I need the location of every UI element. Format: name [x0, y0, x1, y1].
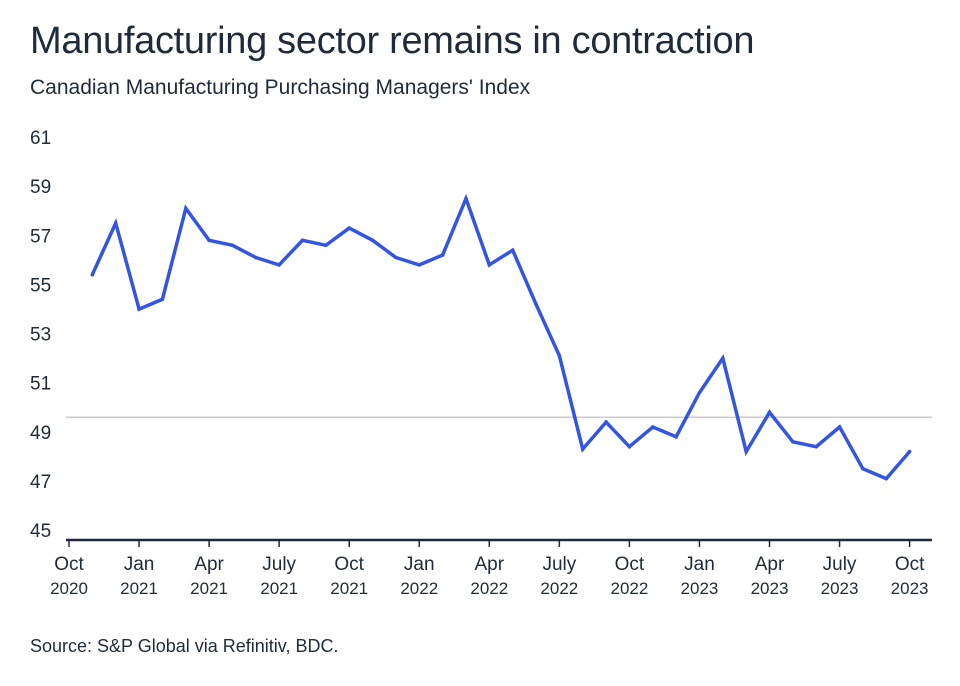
- data-point: [907, 449, 912, 454]
- chart-title: Manufacturing sector remains in contract…: [30, 20, 755, 62]
- x-tick-label-month: Apr: [194, 554, 224, 575]
- x-tick-label-year: 2021: [260, 579, 298, 598]
- data-point: [721, 356, 725, 361]
- x-tick-label-year: 2022: [610, 579, 648, 598]
- x-tick-label-year: 2023: [821, 579, 859, 598]
- data-point: [277, 263, 281, 267]
- data-point: [417, 263, 422, 267]
- x-tick-label-year: 2020: [50, 579, 88, 598]
- x-tick-label-year: 2023: [751, 579, 789, 598]
- x-tick-label-month: Jan: [124, 554, 155, 575]
- data-point: [440, 253, 445, 257]
- y-tick-label: 51: [30, 374, 51, 395]
- data-point: [324, 243, 328, 248]
- x-tick-label-year: 2021: [120, 579, 158, 598]
- x-tick-label-year: 2023: [681, 579, 719, 598]
- x-tick-label-month: Oct: [615, 554, 645, 575]
- data-point: [674, 435, 678, 439]
- data-point: [487, 263, 492, 267]
- x-tick-label-month: Apr: [755, 554, 785, 575]
- data-point: [510, 248, 515, 252]
- data-point: [767, 410, 772, 415]
- data-point: [183, 206, 188, 211]
- x-tick-label-month: Jan: [684, 554, 715, 575]
- x-tick-label-year: 2022: [400, 579, 438, 598]
- series-points: [90, 196, 912, 481]
- data-point: [347, 226, 352, 230]
- x-axis-ticks: Oct 2020 Jan 2021 Apr 2021 July 2021 Oct 2021 Jan 2…: [50, 540, 929, 598]
- data-point: [791, 439, 795, 444]
- data-point: [207, 238, 211, 243]
- data-point: [627, 444, 632, 449]
- data-point: [370, 238, 375, 243]
- data-point: [884, 476, 889, 481]
- x-tick-label-year: 2021: [190, 579, 228, 598]
- y-tick-label: 53: [30, 325, 51, 346]
- data-point: [697, 390, 702, 395]
- data-point: [837, 425, 842, 429]
- y-axis-ticks: 45 47 49 51 53 55 57 59 61: [30, 128, 51, 542]
- y-tick-label: 57: [30, 226, 51, 247]
- y-tick-label: 49: [30, 423, 51, 444]
- data-point: [90, 272, 95, 277]
- x-tick-label-year: 2021: [330, 579, 368, 598]
- data-point: [254, 255, 258, 260]
- data-point: [160, 297, 165, 302]
- y-tick-label: 61: [30, 128, 51, 149]
- data-point: [580, 447, 585, 451]
- x-tick-label-year: 2022: [540, 579, 578, 598]
- x-tick-label-month: July: [823, 554, 857, 575]
- data-point: [650, 425, 655, 429]
- x-tick-label-month: Apr: [475, 554, 505, 575]
- data-point: [113, 221, 118, 225]
- data-point: [137, 307, 141, 311]
- x-tick-label-year: 2023: [891, 579, 929, 598]
- data-point: [814, 444, 818, 449]
- x-tick-label-month: July: [262, 554, 296, 575]
- x-tick-label-month: Oct: [54, 554, 84, 575]
- series-line-pmi: [90, 193, 911, 481]
- data-point: [300, 238, 305, 243]
- y-tick-label: 45: [30, 521, 51, 542]
- x-tick-label-month: Oct: [334, 554, 364, 575]
- data-point: [394, 255, 398, 260]
- x-tick-label-month: Jan: [404, 554, 435, 575]
- data-point: [230, 243, 235, 248]
- x-tick-label-month: July: [542, 554, 576, 575]
- data-point: [744, 449, 748, 454]
- y-tick-label: 55: [30, 275, 51, 296]
- source-note: Source: S&P Global via Refinitiv, BDC.: [30, 636, 339, 656]
- chart-subtitle: Canadian Manufacturing Purchasing Manage…: [30, 76, 531, 99]
- y-tick-label: 59: [30, 177, 51, 198]
- x-tick-label-year: 2022: [470, 579, 508, 598]
- data-point: [557, 353, 562, 358]
- data-point: [534, 302, 538, 307]
- y-tick-label: 47: [30, 472, 51, 493]
- data-point: [464, 196, 468, 201]
- x-tick-label-month: Oct: [895, 554, 925, 575]
- data-point: [604, 420, 608, 424]
- data-point: [861, 466, 865, 471]
